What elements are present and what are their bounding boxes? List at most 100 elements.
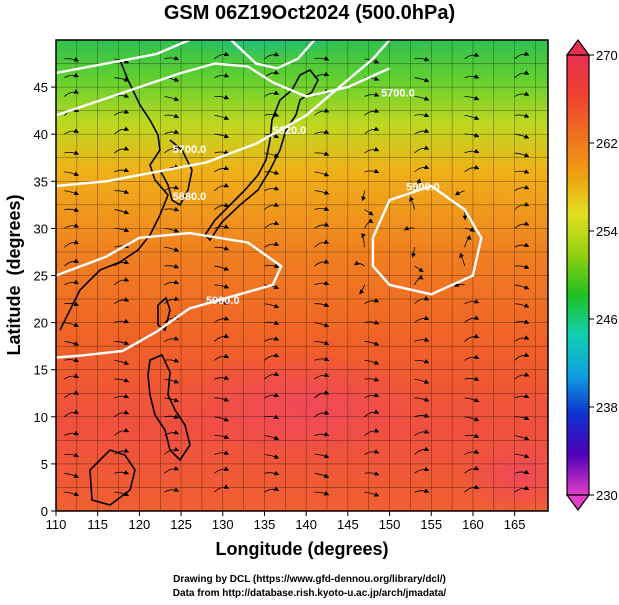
streamline xyxy=(314,472,330,478)
streamline xyxy=(414,96,430,101)
y-tick-label: 0 xyxy=(41,504,48,519)
streamline xyxy=(264,303,280,309)
colorbar: 230 238 246 254 262 270 xyxy=(565,38,618,512)
streamline xyxy=(64,128,80,135)
streamline xyxy=(364,392,380,399)
streamline xyxy=(314,206,330,211)
streamline xyxy=(214,165,230,173)
streamline xyxy=(164,264,180,269)
streamline xyxy=(414,315,430,323)
y-tick-label: 40 xyxy=(34,127,48,142)
streamline xyxy=(214,284,230,289)
streamline xyxy=(114,470,130,475)
streamline xyxy=(214,316,230,323)
streamline xyxy=(214,73,230,79)
field-layer: 5700.0 5820.0 5700.0 5880.0 5900.0 5900.0 xyxy=(56,40,548,511)
x-tick-label: 140 xyxy=(295,517,317,532)
streamline xyxy=(164,96,180,102)
streamline xyxy=(414,265,424,273)
streamline xyxy=(464,114,480,120)
colorbar-bottom-arrow xyxy=(565,494,591,512)
streamline xyxy=(314,222,330,229)
streamline xyxy=(64,491,80,497)
streamline xyxy=(514,184,530,192)
streamline xyxy=(314,190,330,195)
streamline xyxy=(314,372,330,380)
colorbar-body xyxy=(566,54,590,496)
streamline xyxy=(411,247,417,258)
y-tick-label: 10 xyxy=(34,410,48,425)
streamline xyxy=(264,90,280,97)
streamline xyxy=(314,129,330,135)
streamline xyxy=(214,202,230,210)
streamline xyxy=(114,277,130,286)
streamline xyxy=(514,352,530,361)
x-axis: 110 115 120 125 130 135 140 145 150 155 160 165 xyxy=(46,511,525,532)
streamline xyxy=(464,148,480,154)
streamline xyxy=(264,220,280,229)
streamline xyxy=(164,185,180,192)
y-tick-label: 5 xyxy=(41,457,48,472)
warm-region xyxy=(170,350,430,460)
credit-drawing: Drawing by DCL (https://www.gfd-dennou.o… xyxy=(173,574,446,585)
streamline xyxy=(464,354,480,361)
streamline xyxy=(314,259,330,267)
y-axis: 0 5 10 15 20 25 30 35 40 45 xyxy=(34,80,56,519)
streamline xyxy=(414,466,430,474)
streamline xyxy=(514,221,530,229)
streamline xyxy=(164,378,180,384)
streamline xyxy=(214,265,230,271)
streamline xyxy=(114,359,130,365)
streamline xyxy=(514,335,530,342)
streamline xyxy=(364,168,380,174)
streamline xyxy=(464,164,480,173)
streamline xyxy=(414,112,430,118)
streamline xyxy=(514,264,530,269)
streamline xyxy=(164,246,180,252)
y-tick-label: 20 xyxy=(34,316,48,331)
streamline xyxy=(264,352,280,361)
streamline xyxy=(364,428,380,436)
streamline xyxy=(514,303,530,308)
streamline xyxy=(264,241,280,248)
streamline xyxy=(514,372,530,380)
streamline xyxy=(464,484,480,493)
streamline xyxy=(314,356,330,362)
y-tick-label: 25 xyxy=(34,269,48,284)
streamline xyxy=(364,409,380,418)
streamline xyxy=(314,56,330,61)
streamline xyxy=(314,491,330,496)
streamline xyxy=(353,260,365,267)
streamline xyxy=(314,302,330,307)
streamline xyxy=(114,491,130,497)
streamline xyxy=(164,397,180,403)
colorbar-top-arrow xyxy=(565,38,591,56)
contour-label: 5700.0 xyxy=(381,88,415,100)
contour-line xyxy=(56,40,391,188)
streamline xyxy=(114,448,130,455)
streamline xyxy=(64,57,80,62)
streamline xyxy=(514,393,530,399)
streamline xyxy=(464,333,480,342)
streamline xyxy=(164,336,180,342)
streamline xyxy=(514,284,530,290)
streamline xyxy=(64,72,80,79)
streamline xyxy=(64,258,80,267)
coastline-korea xyxy=(159,139,193,207)
streamline xyxy=(514,469,530,475)
streamline xyxy=(514,242,530,248)
streamline xyxy=(264,371,280,380)
streamline xyxy=(364,471,380,476)
x-axis-label: Longitude (degrees) xyxy=(215,539,388,559)
streamline xyxy=(414,446,430,455)
y-tick-label: 45 xyxy=(34,80,48,95)
streamline xyxy=(514,201,530,210)
streamline xyxy=(214,466,230,474)
coastline-philippines xyxy=(147,353,191,462)
streamline xyxy=(514,51,530,60)
contour-label: 5880.0 xyxy=(173,191,207,203)
streamline xyxy=(214,94,230,100)
streamline xyxy=(364,319,380,325)
streamline xyxy=(114,377,130,383)
